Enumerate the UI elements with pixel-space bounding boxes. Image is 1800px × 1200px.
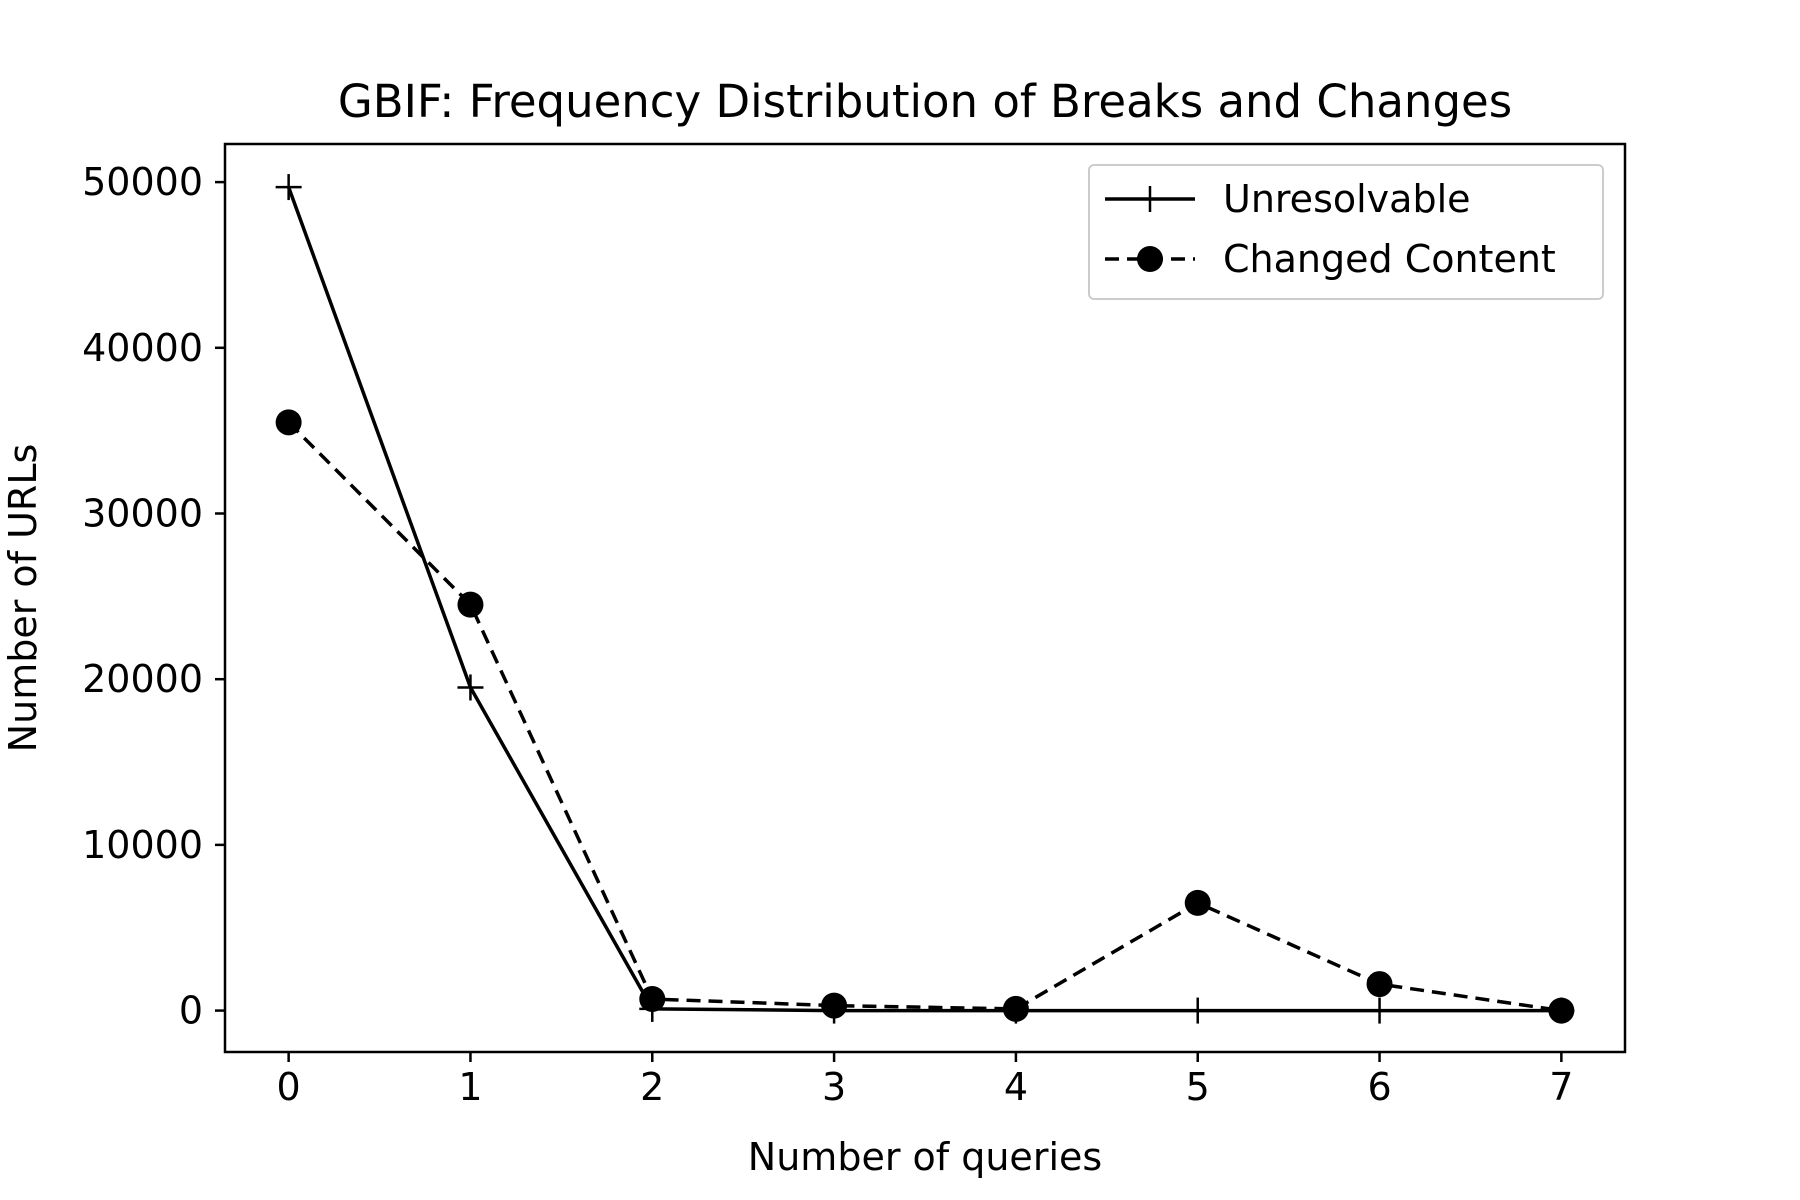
x-tick-label: 3 <box>822 1065 846 1109</box>
x-tick-label: 2 <box>640 1065 664 1109</box>
legend-key-unresolvable <box>1105 186 1195 212</box>
x-tick-label: 1 <box>458 1065 482 1109</box>
data-point-changed-content <box>1548 997 1575 1024</box>
y-tick-label: 10000 <box>82 823 203 867</box>
legend-key-changed-content <box>1105 246 1195 272</box>
series-line-changed-content <box>287 421 1562 1013</box>
data-point-changed-content <box>639 985 666 1012</box>
y-axis: 0 10000 20000 30000 40000 50000 <box>82 160 225 1033</box>
series-layer <box>275 174 1575 1024</box>
x-tick-label: 0 <box>277 1065 301 1109</box>
series-line-unresolvable <box>286 186 1562 1013</box>
x-tick-label: 7 <box>1549 1065 1573 1109</box>
data-point-unresolvable <box>275 174 302 201</box>
legend-label-changed-content: Changed Content <box>1223 237 1556 281</box>
data-point-changed-content <box>1002 995 1029 1022</box>
y-tick-label: 20000 <box>82 657 203 701</box>
legend-marker <box>1137 246 1163 272</box>
y-axis-label: Number of URLs <box>1 444 45 753</box>
data-point-unresolvable <box>1184 997 1211 1024</box>
legend: Unresolvable Changed Content <box>1088 164 1604 300</box>
data-point-changed-content <box>1184 889 1211 916</box>
data-point-changed-content <box>1366 971 1393 998</box>
legend-label-unresolvable: Unresolvable <box>1223 177 1471 221</box>
y-tick-label: 30000 <box>82 491 203 535</box>
chart-title: GBIF: Frequency Distribution of Breaks a… <box>338 75 1512 128</box>
data-point-unresolvable <box>1366 997 1393 1024</box>
x-tick-label: 6 <box>1367 1065 1391 1109</box>
data-point-changed-content <box>821 992 848 1019</box>
data-point-changed-content <box>275 409 302 436</box>
legend-box <box>1088 164 1604 300</box>
x-axis: 0 1 2 3 4 5 6 7 <box>277 1052 1573 1109</box>
legend-marker <box>1137 186 1163 212</box>
y-tick-label: 0 <box>179 989 203 1033</box>
x-tick-label: 4 <box>1004 1065 1028 1109</box>
x-tick-label: 5 <box>1186 1065 1210 1109</box>
y-tick-label: 40000 <box>82 326 203 370</box>
x-axis-label: Number of queries <box>748 1135 1102 1179</box>
data-point-changed-content <box>457 591 484 618</box>
plot-frame <box>223 142 1627 1054</box>
y-tick-label: 50000 <box>82 160 203 204</box>
data-point-unresolvable <box>457 674 484 701</box>
